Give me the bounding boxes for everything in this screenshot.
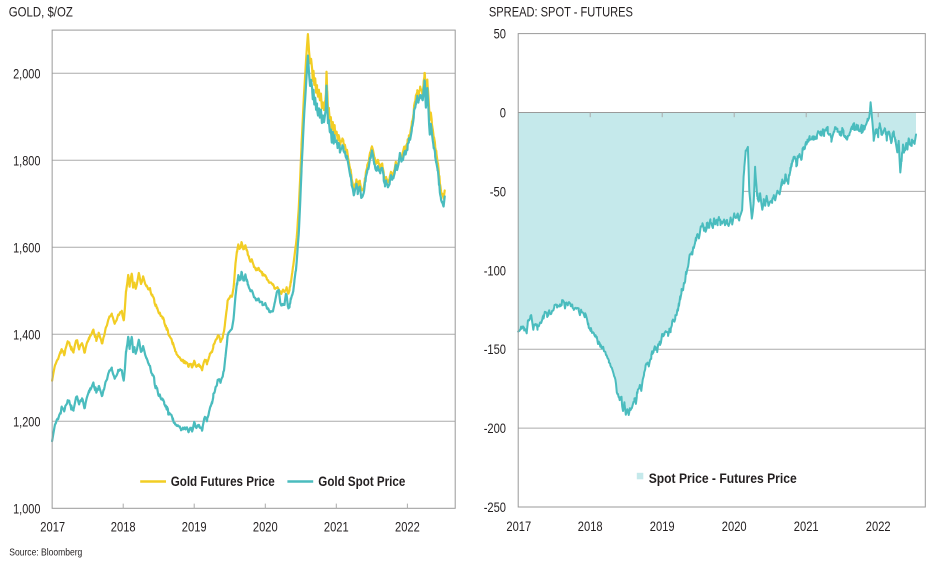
svg-text:2021: 2021 (794, 518, 819, 534)
svg-text:Source: Bloomberg: Source: Bloomberg (9, 548, 82, 559)
svg-text:Spot Price - Futures Price: Spot Price - Futures Price (649, 471, 797, 486)
svg-text:2,000: 2,000 (13, 65, 41, 81)
svg-text:50: 50 (494, 26, 507, 42)
svg-text:1,600: 1,600 (13, 239, 41, 255)
svg-text:-200: -200 (484, 420, 506, 436)
svg-text:-150: -150 (484, 341, 506, 357)
svg-text:Gold Futures Price: Gold Futures Price (171, 474, 275, 489)
svg-text:2021: 2021 (324, 518, 349, 534)
svg-text:0: 0 (500, 105, 506, 121)
svg-text:Gold Spot Price: Gold Spot Price (318, 474, 405, 489)
svg-text:1,000: 1,000 (13, 500, 41, 516)
svg-text:-50: -50 (490, 183, 506, 199)
svg-text:1,800: 1,800 (13, 152, 41, 168)
svg-text:2019: 2019 (182, 518, 207, 534)
svg-text:2022: 2022 (395, 518, 420, 534)
svg-text:SPREAD: SPOT - FUTURES: SPREAD: SPOT - FUTURES (489, 3, 633, 19)
svg-text:2022: 2022 (866, 518, 891, 534)
svg-text:2020: 2020 (722, 518, 747, 534)
svg-text:2017: 2017 (506, 518, 531, 534)
svg-text:1,200: 1,200 (13, 413, 41, 429)
svg-text:2017: 2017 (40, 518, 65, 534)
svg-text:-100: -100 (484, 262, 506, 278)
svg-text:-250: -250 (484, 499, 506, 515)
svg-text:2020: 2020 (253, 518, 278, 534)
svg-text:1,400: 1,400 (13, 326, 41, 342)
svg-text:GOLD, $/OZ: GOLD, $/OZ (9, 4, 73, 20)
svg-text:2019: 2019 (650, 518, 675, 534)
svg-text:2018: 2018 (111, 518, 136, 534)
svg-text:2018: 2018 (578, 518, 603, 534)
